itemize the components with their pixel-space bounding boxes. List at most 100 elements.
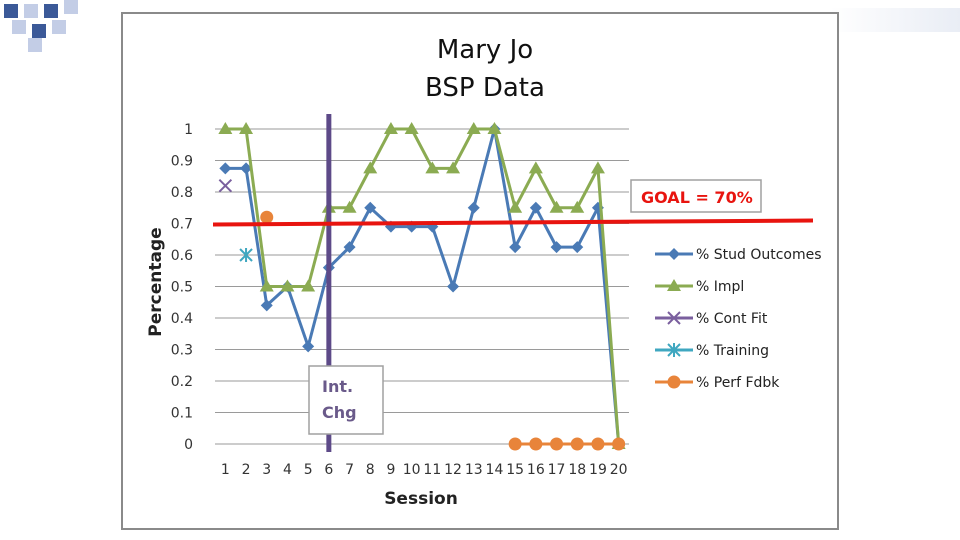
y-tick-label: 0.8 xyxy=(171,185,193,201)
data-point-diamond xyxy=(668,248,680,260)
data-point-triangle xyxy=(342,200,357,213)
chart-subtitle: BSP Data xyxy=(425,73,545,103)
data-point-circle xyxy=(591,437,605,451)
data-point-triangle xyxy=(590,161,605,174)
data-point-triangle xyxy=(466,122,481,134)
data-point-triangle xyxy=(259,279,274,292)
x-tick-label: 11 xyxy=(423,462,441,478)
data-point-star xyxy=(667,343,681,357)
x-tick-label: 1 xyxy=(221,462,230,478)
series--cont-fit xyxy=(218,178,233,193)
x-tick-label: 20 xyxy=(610,462,628,478)
data-point-x xyxy=(218,178,233,193)
data-point-diamond xyxy=(550,241,563,254)
y-tick-label: 0.9 xyxy=(171,154,193,170)
data-point-circle xyxy=(570,437,584,451)
goal-label: GOAL = 70% xyxy=(641,188,753,207)
y-tick-label: 0.5 xyxy=(171,280,193,296)
legend-entry-label: % Impl xyxy=(696,279,744,295)
x-tick-label: 4 xyxy=(283,462,292,478)
y-tick-label: 0.7 xyxy=(171,217,193,233)
series--stud-outcomes xyxy=(219,123,625,450)
data-point-triangle xyxy=(363,161,378,174)
x-axis-ticks: 1 2 3 4 5 6 7 8 9 10 11 12 13 14 15 16 17 18 19 20 xyxy=(221,462,628,478)
data-point-circle xyxy=(612,437,626,451)
data-point-star xyxy=(239,248,253,262)
y-axis-label: Percentage xyxy=(146,227,166,336)
data-point-triangle xyxy=(383,122,398,134)
y-tick-label: 0.3 xyxy=(171,343,193,359)
data-point-diamond xyxy=(219,162,232,175)
data-point-circle xyxy=(550,437,564,451)
decor-square-light xyxy=(52,20,66,34)
data-point-diamond xyxy=(529,201,542,214)
data-point-triangle xyxy=(301,279,316,292)
y-tick-label: 0.2 xyxy=(171,374,193,390)
data-point-circle xyxy=(260,210,274,224)
data-point-diamond xyxy=(467,201,480,214)
data-point-diamond xyxy=(343,241,356,254)
x-axis-label: Session xyxy=(384,489,458,509)
x-tick-label: 17 xyxy=(548,462,566,478)
x-tick-label: 16 xyxy=(527,462,545,478)
data-point-triangle xyxy=(239,122,254,134)
decor-square-dark xyxy=(44,4,58,18)
data-point-diamond xyxy=(240,162,253,175)
series--training xyxy=(239,248,253,262)
decor-square-light xyxy=(64,0,78,14)
data-point-triangle xyxy=(549,200,564,213)
x-tick-label: 6 xyxy=(324,462,333,478)
y-tick-label: 0 xyxy=(184,437,193,453)
series--perf-fdbk xyxy=(260,210,626,451)
data-point-triangle xyxy=(425,161,440,174)
decor-gradient-band xyxy=(830,8,960,32)
goal-label-box xyxy=(630,179,762,213)
x-tick-label: 12 xyxy=(444,462,462,478)
legend-entry-label: % Cont Fit xyxy=(696,311,768,327)
data-point-x xyxy=(667,311,681,325)
x-tick-label: 15 xyxy=(506,462,524,478)
decor-square-dark xyxy=(4,4,18,18)
x-tick-label: 13 xyxy=(465,462,483,478)
data-point-triangle xyxy=(487,122,502,134)
legend: % Stud Outcomes % Impl % Cont Fit % Trainin… xyxy=(655,247,822,391)
data-point-diamond xyxy=(364,201,377,214)
data-point-diamond xyxy=(302,340,315,353)
y-tick-label: 0.1 xyxy=(171,406,193,422)
x-tick-label: 14 xyxy=(486,462,504,478)
y-tick-label: 1 xyxy=(184,122,193,138)
data-point-circle xyxy=(529,437,543,451)
data-point-diamond xyxy=(260,299,273,312)
data-point-diamond xyxy=(447,280,460,293)
data-point-triangle xyxy=(404,122,419,134)
data-point-diamond xyxy=(571,241,584,254)
goal-line xyxy=(212,218,814,227)
y-tick-label: 0.4 xyxy=(171,311,193,327)
chart-title: Mary Jo xyxy=(437,35,533,65)
legend-entry-label: % Stud Outcomes xyxy=(696,247,822,263)
data-point-triangle xyxy=(570,200,585,213)
data-point-triangle xyxy=(446,161,461,174)
data-point-circle xyxy=(667,375,681,389)
x-tick-label: 9 xyxy=(386,462,395,478)
series-line xyxy=(225,127,621,445)
y-tick-label: 0.6 xyxy=(171,248,193,264)
x-tick-label: 18 xyxy=(568,462,586,478)
x-tick-label: 8 xyxy=(366,462,375,478)
data-point-circle xyxy=(508,437,522,451)
x-tick-label: 2 xyxy=(242,462,251,478)
x-tick-label: 19 xyxy=(589,462,607,478)
data-point-diamond xyxy=(509,241,522,254)
data-point-triangle xyxy=(528,161,543,174)
x-tick-label: 7 xyxy=(345,462,354,478)
x-tick-label: 10 xyxy=(403,462,421,478)
x-tick-label: 3 xyxy=(262,462,271,478)
series-group xyxy=(218,122,626,451)
decor-square-light xyxy=(28,38,42,52)
decor-square-light xyxy=(12,20,26,34)
legend-entry-label: % Training xyxy=(696,343,769,359)
phase-change-label: Int. Chg xyxy=(322,377,359,422)
data-point-triangle xyxy=(667,279,681,291)
data-point-triangle xyxy=(508,200,523,213)
y-axis-ticks: 0 0.1 0.2 0.3 0.4 0.5 0.6 0.7 0.8 0.9 1 xyxy=(171,122,193,453)
